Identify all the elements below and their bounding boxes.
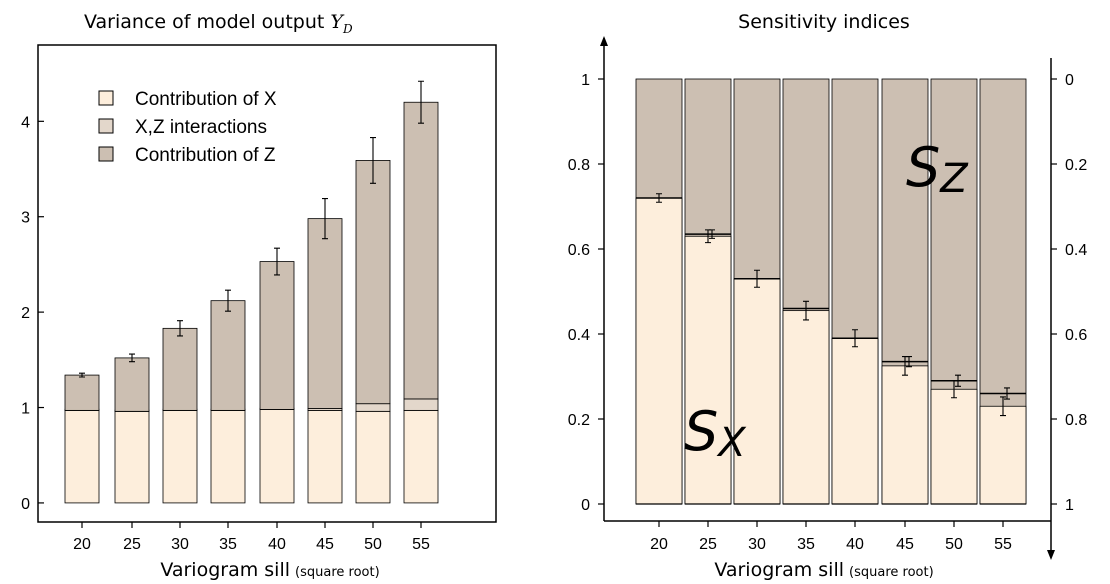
- bar-contribution-z: [307, 218, 343, 409]
- left-y-tick-label: 1: [21, 401, 30, 418]
- right-right-y-tick-label: 0.8: [1065, 412, 1087, 429]
- bar-sx: [782, 310, 830, 505]
- legend-label-z: Contribution of Z: [135, 145, 276, 166]
- legend-swatch-x: [98, 90, 114, 106]
- right-left-y-tick-label: 0.6: [568, 242, 590, 259]
- bar-contribution-x: [403, 409, 439, 504]
- bar-contribution-z: [210, 300, 246, 411]
- left-x-axis-title: Variogram sill (square root): [160, 559, 379, 581]
- bar-sx: [733, 278, 781, 505]
- left-chart: Variance of model output YD 0 1 2 3 4 20 25 30…: [21, 11, 497, 581]
- sz-error-bar: [955, 374, 961, 387]
- right-right-y-tick-label: 0: [1065, 72, 1074, 89]
- right-x-tick-label: 30: [748, 536, 766, 553]
- left-x-tick-label: 35: [219, 536, 237, 553]
- left-chart-title: Variance of model output YD: [84, 11, 353, 36]
- sz-label: SZ: [906, 136, 969, 202]
- left-error-bar: [418, 80, 424, 124]
- sz-error-bar: [906, 355, 912, 368]
- sx-label: SX: [684, 400, 747, 466]
- right-x-tick-label: 50: [945, 536, 963, 553]
- left-x-tick-label: 40: [268, 536, 286, 553]
- bar-contribution-x: [210, 409, 246, 504]
- left-error-bar: [79, 372, 85, 378]
- right-x-tick-label: 25: [699, 536, 717, 553]
- sx-error-bar: [754, 269, 760, 288]
- right-left-y-tick-label: 1: [581, 72, 590, 89]
- sx-error-bar: [656, 193, 662, 203]
- sx-error-bar: [1000, 396, 1006, 417]
- sx-error-bar: [951, 380, 957, 399]
- left-x-tick-label: 25: [123, 536, 141, 553]
- bar-sx: [684, 235, 732, 505]
- bar-sx: [831, 337, 879, 505]
- legend-label-x: Contribution of X: [135, 89, 277, 110]
- left-error-bar: [177, 320, 183, 337]
- left-y-tick-label: 0: [21, 496, 30, 513]
- left-x-tick-label: 45: [316, 536, 334, 553]
- up-arrow-icon: [600, 36, 608, 46]
- right-right-y-tick-label: 0.6: [1065, 327, 1087, 344]
- left-error-bar: [370, 136, 376, 184]
- right-right-y-tick-label: 0.2: [1065, 157, 1087, 174]
- right-right-y-tick-label: 1: [1065, 497, 1074, 514]
- right-right-y-tick-label: 0.4: [1065, 242, 1087, 259]
- left-error-bar: [225, 289, 231, 312]
- sz-error-bar: [709, 229, 715, 239]
- left-y-tick-label: 2: [21, 305, 30, 322]
- right-left-y-tick-label: 0.2: [568, 412, 590, 429]
- sx-error-bar: [852, 329, 858, 348]
- bar-sx: [881, 365, 929, 505]
- bar-sx: [635, 197, 683, 505]
- bar-sx: [930, 388, 978, 505]
- left-x-tick-label: 30: [171, 536, 189, 553]
- legend-swatch-z: [98, 146, 114, 162]
- legend-swatch-xz: [98, 118, 114, 134]
- bar-contribution-z: [64, 374, 100, 411]
- right-x-tick-label: 45: [896, 536, 914, 553]
- bar-contribution-z: [355, 160, 391, 405]
- left-plot-frame: [37, 44, 497, 523]
- right-left-y-tick-label: 0.8: [568, 157, 590, 174]
- bar-sx: [979, 405, 1027, 505]
- left-error-bar: [322, 198, 328, 240]
- right-x-tick-label: 35: [797, 536, 815, 553]
- right-x-tick-label: 55: [994, 536, 1012, 553]
- right-chart-title: Sensitivity indices: [738, 11, 910, 33]
- bar-contribution-x: [114, 410, 150, 504]
- left-x-tick-label: 20: [73, 536, 91, 553]
- left-x-tick-label: 55: [412, 536, 430, 553]
- sx-error-bar: [803, 300, 809, 321]
- bar-contribution-x: [259, 409, 295, 504]
- bar-contribution-z: [162, 327, 198, 411]
- sz-error-bar: [1004, 387, 1010, 400]
- right-left-y-tick-label: 0: [581, 497, 590, 514]
- right-x-tick-label: 40: [846, 536, 864, 553]
- right-x-axis-title: Variogram sill (square root): [714, 559, 933, 581]
- bar-contribution-z: [259, 261, 295, 410]
- right-chart: Sensitivity indices 0 0.2 0.4 0.6 0.8 1 1 0.8 0.…: [568, 11, 1088, 581]
- bar-contribution-x: [307, 409, 343, 504]
- bar-xz-interactions: [403, 398, 439, 411]
- bar-contribution-x: [64, 409, 100, 504]
- bar-contribution-x: [162, 409, 198, 504]
- left-error-bar: [274, 247, 280, 276]
- bar-contribution-z: [114, 357, 150, 412]
- left-legend: Contribution of X X,Z interactions Contr…: [98, 89, 277, 166]
- bar-contribution-z: [403, 101, 439, 400]
- left-error-bar: [129, 353, 135, 363]
- bar-contribution-x: [355, 410, 391, 504]
- right-left-y-tick-label: 0.4: [568, 327, 590, 344]
- down-arrow-icon: [1047, 550, 1055, 560]
- left-x-tick-label: 50: [364, 536, 382, 553]
- bar-xz-interactions: [355, 403, 391, 412]
- left-y-tick-label: 3: [21, 210, 30, 227]
- left-y-tick-label: 4: [21, 114, 30, 131]
- legend-label-xz: X,Z interactions: [135, 117, 267, 138]
- right-x-tick-label: 20: [650, 536, 668, 553]
